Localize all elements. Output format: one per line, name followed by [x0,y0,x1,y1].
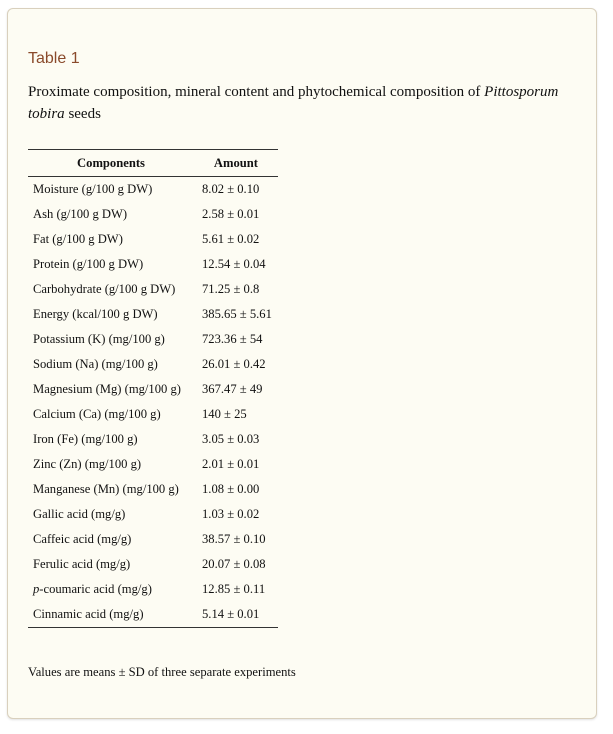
component-name: Sodium (Na) (mg/100 g) [33,357,158,371]
amount-cell: 71.25 ± 0.8 [202,282,260,296]
amount-cell: 3.05 ± 0.03 [202,432,260,446]
component-cell: Caffeic acid (mg/g) [28,527,194,552]
table-row: Manganese (Mn) (mg/100 g) 1.08 ± 0.00 [28,477,278,502]
component-cell: Potassium (K) (mg/100 g) [28,327,194,352]
amount-cell: 8.02 ± 0.10 [202,182,260,196]
component-name: Carbohydrate (g/100 g DW) [33,282,176,296]
component-cell: Calcium (Ca) (mg/100 g) [28,402,194,427]
component-cell: Energy (kcal/100 g DW) [28,302,194,327]
component-cell: Magnesium (Mg) (mg/100 g) [28,377,194,402]
component-cell: p-coumaric acid (mg/g) [28,577,194,602]
component-cell: Ferulic acid (mg/g) [28,552,194,577]
component-cell: Moisture (g/100 g DW) [28,177,194,203]
component-name: Ash (g/100 g DW) [33,207,128,221]
table-row: Magnesium (Mg) (mg/100 g) 367.47 ± 49 [28,377,278,402]
component-name: Gallic acid (mg/g) [33,507,126,521]
table-header-row: Components Amount [28,149,278,177]
amount-cell: 12.85 ± 0.11 [202,582,266,596]
amount-cell: 5.14 ± 0.01 [194,602,278,628]
amount-cell: 38.57 ± 0.10 [202,532,266,546]
caption-text: Proximate composition, mineral content a… [28,84,485,100]
amount-cell: 12.54 ± 0.04 [202,257,266,271]
table-caption: Proximate composition, mineral content a… [28,81,583,125]
table-row: Ferulic acid (mg/g) 20.07 ± 0.08 [28,552,278,577]
caption-species: Pittosporum tobira [28,84,559,122]
table-row: Iron (Fe) (mg/100 g) 3.05 ± 0.03 [28,427,278,452]
component-name: Calcium (Ca) (mg/100 g) [33,407,161,421]
table-row: Potassium (K) (mg/100 g) 723.36 ± 54 [28,327,278,352]
composition-table: Components Amount Moisture (g/100 g DW) 8… [28,149,278,628]
component-name: Zinc (Zn) (mg/100 g) [33,457,142,471]
component-cell: Cinnamic acid (mg/g) [28,602,194,628]
component-cell: Iron (Fe) (mg/100 g) [28,427,194,452]
table-row: Energy (kcal/100 g DW) 385.65 ± 5.61 [28,302,278,327]
component-cell: Ash (g/100 g DW) [28,202,194,227]
component-name: Energy (kcal/100 g DW) [33,307,158,321]
amount-cell: 367.47 ± 49 [202,382,263,396]
amount-cell: 2.58 ± 0.01 [202,207,260,221]
component-cell: Gallic acid (mg/g) [28,502,194,527]
component-cell: Manganese (Mn) (mg/100 g) [28,477,194,502]
component-name: Manganese (Mn) (mg/100 g) [33,482,179,496]
table-row: Gallic acid (mg/g) 1.03 ± 0.02 [28,502,278,527]
component-prefix: p [33,582,40,596]
table-row: Fat (g/100 g DW) 5.61 ± 0.02 [28,227,278,252]
amount-cell: 20.07 ± 0.08 [202,557,266,571]
component-name: Moisture (g/100 g DW) [33,182,153,196]
amount-cell: 5.61 ± 0.02 [202,232,260,246]
table-row: Carbohydrate (g/100 g DW) 71.25 ± 0.8 [28,277,278,302]
table-row: Protein (g/100 g DW) 12.54 ± 0.04 [28,252,278,277]
table-row: Calcium (Ca) (mg/100 g) 140 ± 25 [28,402,278,427]
caption-suffix: seeds [64,106,101,122]
header-amount: Amount [194,149,278,177]
component-name: Fat (g/100 g DW) [33,232,123,246]
component-cell: Sodium (Na) (mg/100 g) [28,352,194,377]
table-body: Moisture (g/100 g DW) 8.02 ± 0.10 Ash (g/1… [28,177,278,628]
table-row: Cinnamic acid (mg/g) 5.14 ± 0.01 [28,602,278,628]
component-name: Protein (g/100 g DW) [33,257,144,271]
component-cell: Protein (g/100 g DW) [28,252,194,277]
header-components: Components [28,149,194,177]
amount-cell: 1.03 ± 0.02 [202,507,260,521]
amount-cell: 385.65 ± 5.61 [202,307,272,321]
table-row: Ash (g/100 g DW) 2.58 ± 0.01 [28,202,278,227]
component-cell: Carbohydrate (g/100 g DW) [28,277,194,302]
table-row: Moisture (g/100 g DW) 8.02 ± 0.10 [28,177,278,203]
component-name: Potassium (K) (mg/100 g) [33,332,165,346]
amount-cell: 26.01 ± 0.42 [202,357,266,371]
table-footnote: Values are means ± SD of three separate … [28,665,296,679]
amount-cell: 1.08 ± 0.00 [202,482,260,496]
table-row: Zinc (Zn) (mg/100 g) 2.01 ± 0.01 [28,452,278,477]
component-name: Magnesium (Mg) (mg/100 g) [33,382,181,396]
amount-cell: 723.36 ± 54 [202,332,263,346]
component-name: Caffeic acid (mg/g) [33,532,132,546]
component-cell: Fat (g/100 g DW) [28,227,194,252]
component-name: Ferulic acid (mg/g) [33,557,131,571]
component-cell: Zinc (Zn) (mg/100 g) [28,452,194,477]
amount-cell: 140 ± 25 [202,407,247,421]
table-row: p-coumaric acid (mg/g) 12.85 ± 0.11 [28,577,278,602]
component-name: Iron (Fe) (mg/100 g) [33,432,138,446]
table-row: Sodium (Na) (mg/100 g) 26.01 ± 0.42 [28,352,278,377]
amount-cell: 2.01 ± 0.01 [202,457,260,471]
table-card: Table 1 Proximate composition, mineral c… [7,8,597,719]
component-name: -coumaric acid (mg/g) [39,582,152,596]
component-name: Cinnamic acid (mg/g) [33,607,144,621]
table-row: Caffeic acid (mg/g) 38.57 ± 0.10 [28,527,278,552]
table-label: Table 1 [28,50,80,67]
